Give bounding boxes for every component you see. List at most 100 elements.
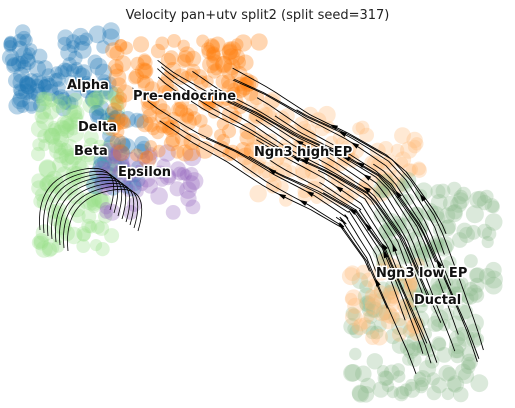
cell-point: [103, 85, 119, 101]
cell-point: [51, 98, 67, 114]
cluster-label-pre-endocrine: Pre-endocrine: [133, 89, 236, 104]
cell-point: [60, 44, 77, 61]
cell-point: [55, 183, 73, 202]
cell-point: [185, 50, 202, 67]
cell-point: [174, 104, 189, 118]
cell-point: [172, 166, 187, 181]
cell-point: [34, 187, 49, 202]
cell-point: [394, 151, 412, 168]
streamline-arrowhead: [365, 222, 372, 231]
cell-point: [17, 59, 32, 74]
cell-point: [480, 189, 494, 204]
cell-point: [44, 127, 61, 145]
cell-point: [140, 150, 154, 164]
cell-point: [116, 84, 135, 103]
cell-point: [372, 184, 390, 202]
cell-point: [477, 223, 493, 239]
cell-point: [136, 115, 154, 133]
cell-point: [160, 52, 177, 69]
cell-point: [418, 360, 437, 378]
cell-point: [245, 96, 260, 110]
cell-point: [347, 187, 360, 200]
cell-point: [355, 120, 370, 135]
cell-point: [70, 116, 84, 130]
cell-point: [403, 275, 418, 289]
cell-point: [295, 161, 312, 179]
cell-point: [221, 62, 239, 80]
cell-point: [65, 226, 83, 245]
cell-point: [42, 127, 61, 146]
cell-point: [35, 240, 53, 258]
cell-point: [407, 352, 422, 367]
cell-point: [424, 209, 438, 222]
cell-point: [481, 235, 494, 249]
cell-point: [345, 308, 363, 326]
cell-point: [392, 370, 406, 383]
cell-point: [53, 217, 72, 236]
cell-point: [51, 124, 69, 143]
cell-point: [103, 76, 117, 90]
cell-point: [372, 381, 389, 398]
cell-point: [13, 66, 30, 84]
cell-point: [54, 65, 69, 80]
cell-point: [179, 113, 197, 131]
cell-point: [385, 328, 401, 345]
cell-points: [1, 22, 503, 403]
cell-point: [111, 98, 125, 112]
cell-point: [351, 272, 369, 290]
cell-point: [13, 84, 29, 99]
cell-point: [359, 127, 374, 143]
cell-point: [110, 63, 124, 77]
cell-point: [79, 32, 94, 46]
cell-point: [64, 150, 78, 164]
cell-point: [23, 47, 36, 60]
cell-point: [320, 153, 336, 168]
cell-point: [478, 268, 496, 285]
cell-point: [62, 103, 78, 120]
cell-point: [426, 385, 442, 401]
cell-point: [99, 112, 116, 129]
cell-point: [131, 160, 145, 174]
cell-point: [405, 378, 418, 392]
cell-point: [85, 190, 102, 207]
cell-point: [393, 386, 409, 402]
cell-point: [242, 74, 259, 92]
cell-point: [150, 43, 166, 59]
cell-point: [88, 104, 105, 121]
cell-point: [447, 315, 465, 333]
cell-point: [3, 40, 17, 53]
cell-point: [445, 204, 463, 223]
cell-point: [139, 151, 157, 169]
cell-point: [45, 170, 63, 189]
cell-point: [84, 151, 98, 166]
cell-point: [206, 54, 223, 71]
streamline-arrowhead: [381, 242, 388, 251]
cell-point: [31, 180, 47, 196]
cell-point: [29, 60, 47, 78]
cell-point: [337, 146, 355, 164]
cell-point: [251, 129, 268, 146]
cell-point: [20, 77, 37, 95]
streamline: [39, 168, 114, 231]
cell-point: [441, 307, 455, 321]
cell-point: [90, 81, 103, 94]
cell-point: [68, 166, 86, 183]
cluster-label-delta: Delta: [78, 120, 117, 135]
cell-point: [92, 87, 110, 105]
cell-point: [435, 183, 451, 199]
cell-point: [71, 146, 86, 161]
cell-point: [103, 203, 121, 221]
cell-point: [105, 42, 122, 59]
cell-point: [365, 325, 380, 340]
cell-point: [240, 75, 257, 92]
cell-point: [71, 173, 85, 188]
cell-point: [73, 41, 92, 59]
cell-point: [141, 149, 158, 166]
cell-point: [130, 56, 145, 71]
cell-point: [93, 100, 110, 116]
cell-point: [40, 175, 58, 193]
cell-point: [133, 143, 150, 160]
cell-point: [250, 33, 268, 51]
cell-point: [15, 55, 29, 69]
cell-point: [335, 136, 349, 150]
